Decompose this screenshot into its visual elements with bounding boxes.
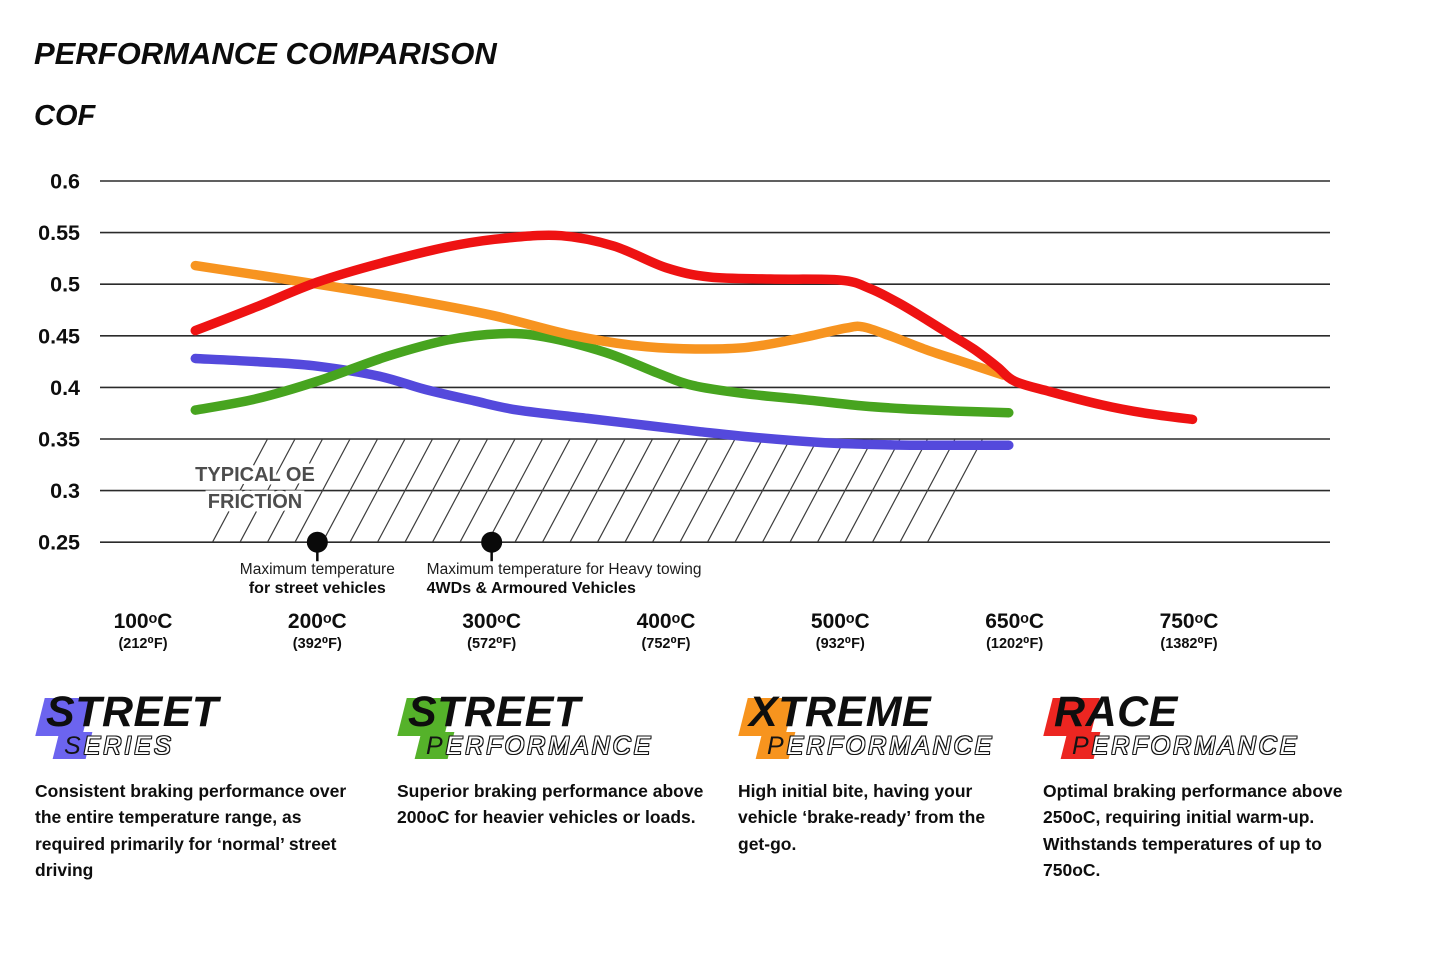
xtreme-performance-curve [190, 260, 1008, 380]
y-tick-label: 0.5 [50, 273, 80, 297]
annotation-line: Maximum temperature for Heavy towing [427, 561, 702, 578]
logo-word-top: STREET [408, 688, 581, 736]
annotation-line: 4WDs & Armoured Vehicles [427, 580, 636, 597]
max-temperature-annotation: Maximum temperature for Heavy towing 4WDs… [427, 531, 702, 597]
x-tick-label-fahrenheit: (1382⁰F) [1160, 636, 1217, 652]
oe-friction-label: FRICTION [208, 491, 302, 513]
logo-word-bottom: PERFORMANCE [767, 732, 995, 760]
x-tick-label-celsius: 300ᵒC [462, 610, 521, 633]
street-performance-curve [190, 328, 1014, 418]
race-performance-logo: RACE PERFORMANCE [1043, 688, 1373, 763]
xtreme-performance-description: High initial bite, having your vehicle ‘… [738, 781, 986, 854]
legend-street-series: STREET SERIES Consistent braking perform… [35, 688, 365, 883]
y-tick-label: 0.4 [50, 376, 80, 400]
x-tick-label-fahrenheit: (392⁰F) [293, 636, 342, 652]
y-axis-title: COF [34, 100, 96, 132]
y-tick-label: 0.35 [38, 428, 80, 452]
street-series-curve [190, 353, 1014, 451]
x-tick-label-celsius: 650ᵒC [985, 610, 1044, 633]
y-tick-label: 0.25 [38, 531, 80, 555]
max-temperature-annotation: Maximum temperature for street vehicles [240, 531, 395, 597]
x-tick-label-celsius: 500ᵒC [811, 610, 870, 633]
logo-word-top: STREET [46, 688, 219, 736]
y-tick-label: 0.6 [50, 170, 80, 194]
street-series-logo: STREET SERIES [35, 688, 365, 763]
x-tick-label-fahrenheit: (212⁰F) [118, 636, 167, 652]
xtreme-performance-logo: XTREME PERFORMANCE [738, 688, 1010, 763]
street-performance-logo: STREET PERFORMANCE [397, 688, 719, 763]
y-tick-label: 0.3 [50, 479, 80, 503]
y-tick-labels: 0.6 0.55 0.5 0.45 0.4 0.35 0.3 0.25 [38, 170, 80, 555]
x-tick-label-fahrenheit: (1202⁰F) [986, 636, 1043, 652]
legend-xtreme-performance: XTREME PERFORMANCE High initial bite, ha… [738, 688, 1010, 857]
logo-word-bottom: PERFORMANCE [426, 732, 654, 760]
logo-word-top: RACE [1054, 688, 1178, 736]
x-tick-label-celsius: 400ᵒC [637, 610, 696, 633]
x-tick-label-celsius: 750ᵒC [1160, 610, 1219, 633]
legend-street-performance: STREET PERFORMANCE Superior braking perf… [397, 688, 719, 831]
x-tick-label-fahrenheit: (572⁰F) [467, 636, 516, 652]
y-tick-label: 0.55 [38, 221, 80, 245]
race-performance-description: Optimal braking performance above 250oC,… [1043, 781, 1343, 880]
logo-word-bottom: PERFORMANCE [1072, 732, 1300, 760]
street-series-description: Consistent braking performance over the … [35, 781, 347, 880]
oe-friction-label: TYPICAL OE [195, 464, 315, 486]
street-performance-description: Superior braking performance above 200oC… [397, 781, 704, 828]
y-tick-label: 0.45 [38, 324, 80, 348]
x-tick-labels: 100ᵒC (212⁰F) 200ᵒC (392⁰F) 300ᵒC (572⁰F) 400ᵒ… [114, 610, 1219, 652]
page-title: PERFORMANCE COMPARISON [34, 36, 497, 71]
x-tick-label-celsius: 100ᵒC [114, 610, 173, 633]
logo-word-bottom: SERIES [64, 732, 174, 760]
logo-word-top: XTREME [749, 688, 932, 736]
x-tick-label-fahrenheit: (752⁰F) [641, 636, 690, 652]
annotation-line: for street vehicles [249, 580, 386, 597]
x-tick-label-celsius: 200ᵒC [288, 610, 347, 633]
x-tick-label-fahrenheit: (932⁰F) [816, 636, 865, 652]
legend-race-performance: RACE PERFORMANCE Optimal braking perform… [1043, 688, 1373, 883]
race-performance-curve [190, 230, 1198, 425]
annotation-line: Maximum temperature [240, 561, 395, 578]
